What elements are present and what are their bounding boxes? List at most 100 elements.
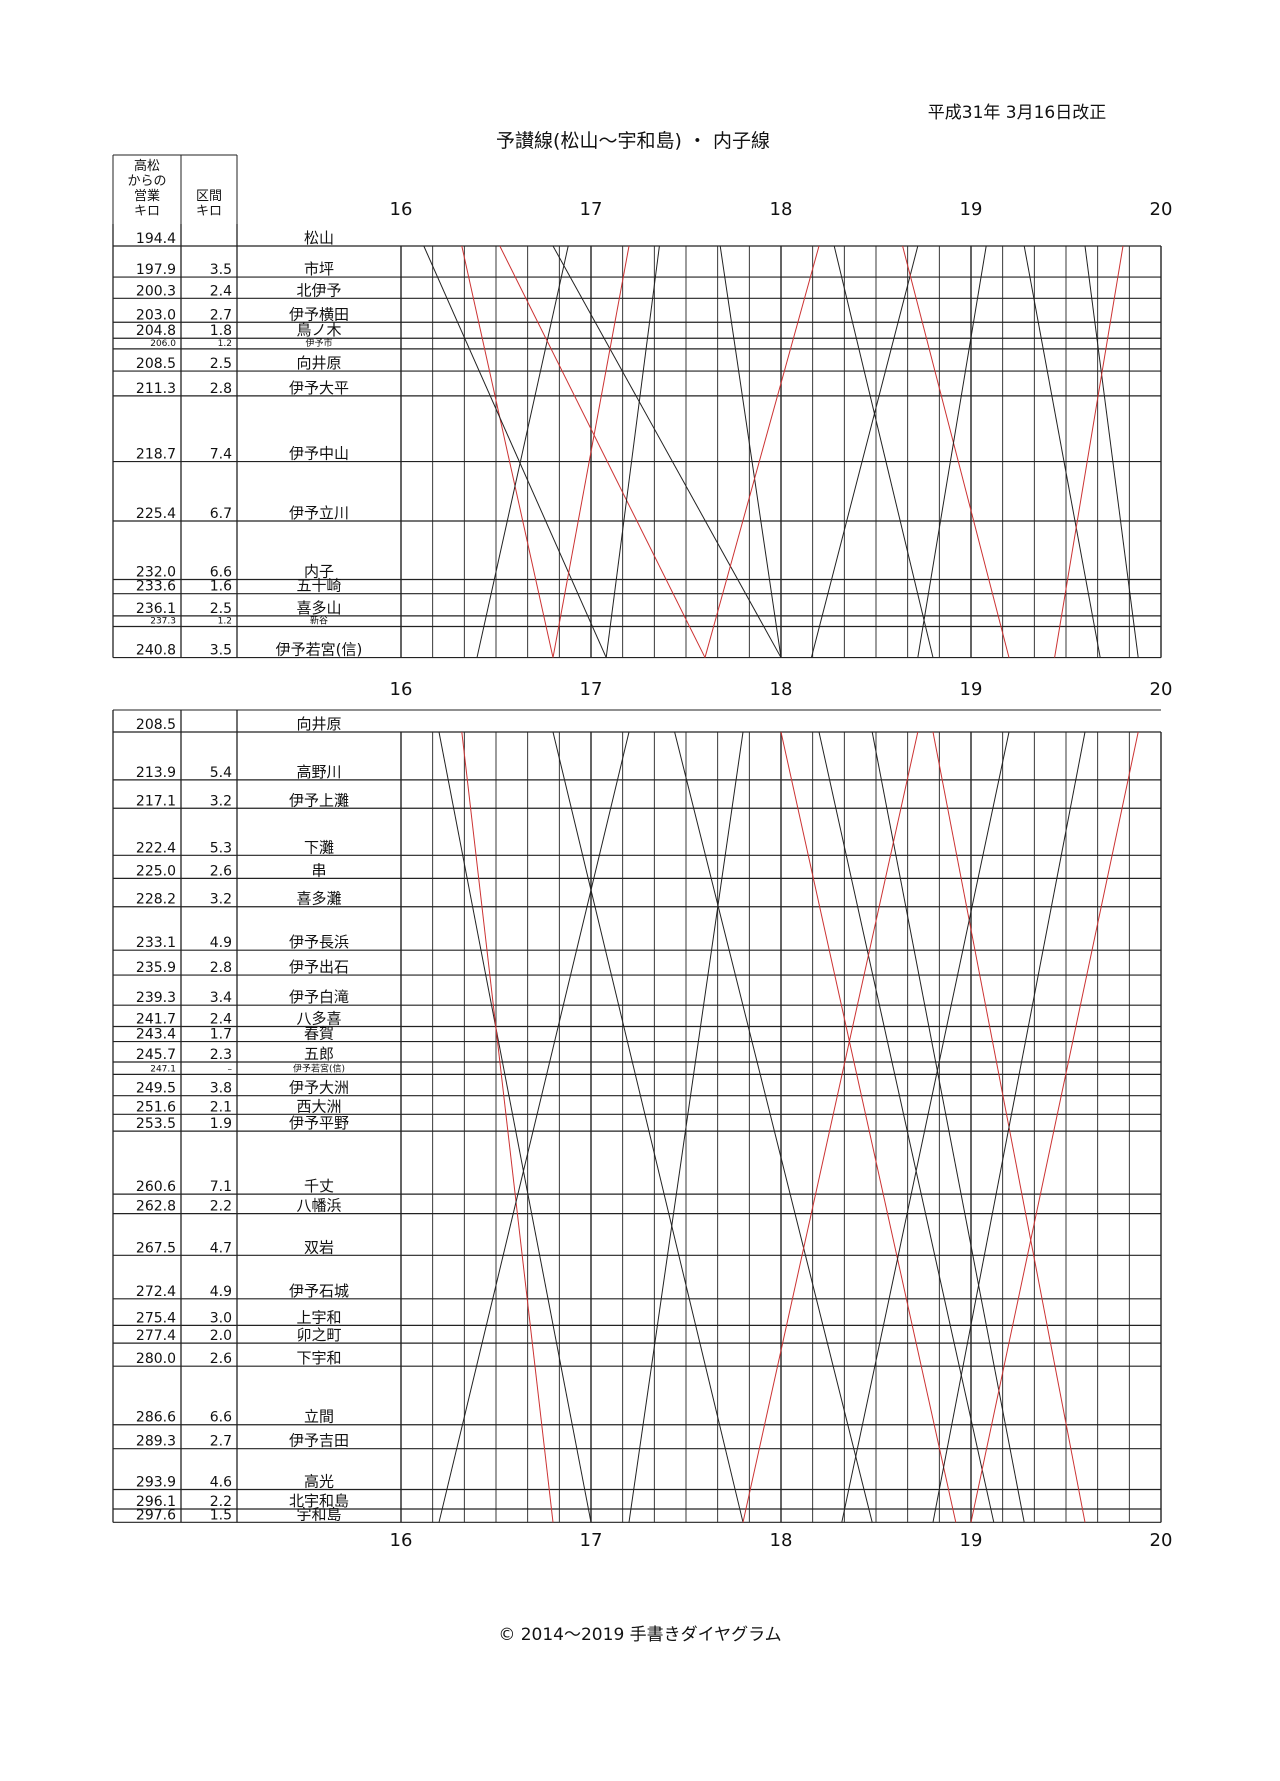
column-header: からの <box>127 174 166 189</box>
station-km: 194.4 <box>136 231 176 247</box>
hour-label: 18 <box>770 1530 793 1551</box>
station-name: 伊予長浜 <box>289 933 349 951</box>
train-line <box>552 245 630 658</box>
station-name: 内子 <box>304 563 334 581</box>
station-km: 275.4 <box>136 1310 176 1326</box>
train-line <box>780 731 957 1523</box>
station-km: 262.8 <box>136 1199 176 1215</box>
station-name: 伊予出石 <box>289 958 349 976</box>
section-km: 7.1 <box>210 1179 232 1195</box>
train-line <box>719 245 782 658</box>
station-name: 春賀 <box>304 1025 334 1043</box>
station-km: 289.3 <box>136 1434 176 1450</box>
station-km: 233.1 <box>136 935 176 951</box>
section-km: 3.2 <box>210 892 232 908</box>
title: 予讃線(松山～宇和島) ・ 内子線 <box>496 130 770 152</box>
section-km: 1.8 <box>210 323 232 339</box>
section-km: 2.4 <box>210 283 232 299</box>
station-name: 伊予立川 <box>289 504 349 522</box>
station-km: 228.2 <box>136 892 176 908</box>
station-name: 千丈 <box>304 1177 334 1195</box>
station-name: 鳥ノ木 <box>296 321 341 339</box>
section-km: 6.6 <box>210 1410 232 1426</box>
station-km: 253.5 <box>136 1116 176 1132</box>
train-line <box>461 245 554 658</box>
station-km: 218.7 <box>136 447 176 463</box>
hour-label: 17 <box>580 1530 603 1551</box>
station-name: 伊予上灘 <box>289 791 349 809</box>
train-line <box>970 731 1139 1523</box>
train-line <box>833 245 934 658</box>
station-name: 伊予白滝 <box>289 988 349 1006</box>
hour-label: 20 <box>1150 199 1173 220</box>
section-km: 5.3 <box>210 840 232 856</box>
section-km: 2.2 <box>210 1199 232 1215</box>
section-km: 2.7 <box>210 1434 232 1450</box>
section-km: 2.7 <box>210 307 232 323</box>
train-line <box>674 731 873 1523</box>
station-km: 247.1 <box>150 1064 176 1074</box>
station-name: 卯之町 <box>296 1326 341 1344</box>
station-name: 北宇和島 <box>289 1492 349 1510</box>
train-line <box>902 245 1010 658</box>
section-km: 4.9 <box>210 1284 232 1300</box>
station-name: 伊予大洲 <box>289 1079 349 1097</box>
station-name: 串 <box>311 861 326 879</box>
hour-label: 19 <box>960 199 983 220</box>
station-km: 208.5 <box>136 717 176 733</box>
section-km: 2.5 <box>210 356 232 372</box>
station-km: 260.6 <box>136 1179 176 1195</box>
station-name: 伊予若宮(信) <box>276 641 363 659</box>
section-km: 2.6 <box>210 863 232 879</box>
train-line <box>704 245 820 658</box>
station-name: 市坪 <box>304 260 334 278</box>
section-km: 4.9 <box>210 935 232 951</box>
section-km: 6.6 <box>210 565 232 581</box>
station-km: 297.6 <box>136 1507 176 1523</box>
section-km: 1.9 <box>210 1116 232 1132</box>
section-km: 1.2 <box>218 339 232 349</box>
station-km: 277.4 <box>136 1328 176 1344</box>
train-line <box>499 245 706 658</box>
train-line <box>742 731 919 1523</box>
section-km: 2.0 <box>210 1328 232 1344</box>
train-line <box>605 245 660 658</box>
train-line <box>628 731 744 1523</box>
train-line <box>917 245 987 658</box>
section-km: 7.4 <box>210 447 232 463</box>
train-line <box>438 731 630 1523</box>
station-name: 喜多山 <box>296 599 341 617</box>
station-km: 249.5 <box>136 1081 176 1097</box>
station-name: 伊予横田 <box>289 305 349 323</box>
column-header: 営業 <box>134 188 160 204</box>
section-km: 2.8 <box>210 960 232 976</box>
train-line <box>476 245 569 658</box>
station-name: 伊予大平 <box>289 379 349 397</box>
section-km: 3.5 <box>210 643 232 659</box>
station-name: 向井原 <box>296 715 341 733</box>
station-name: 伊予平野 <box>289 1114 349 1132</box>
station-name: 伊予中山 <box>289 445 349 463</box>
train-line <box>871 731 1025 1523</box>
section-km: 6.7 <box>210 506 232 522</box>
section-km: 1.5 <box>210 1507 232 1523</box>
station-km: 241.7 <box>136 1011 176 1027</box>
hour-label: 16 <box>390 199 413 220</box>
station-km: 296.1 <box>136 1494 176 1510</box>
hour-label: 18 <box>770 199 793 220</box>
section-km: 4.6 <box>210 1474 232 1490</box>
section-km: 2.1 <box>210 1099 232 1115</box>
station-km: 232.0 <box>136 565 176 581</box>
station-km: 225.4 <box>136 506 176 522</box>
section-km: 1.2 <box>218 617 232 627</box>
hour-label: 19 <box>960 679 983 700</box>
hour-label: 16 <box>390 679 413 700</box>
hour-label: 17 <box>580 199 603 220</box>
station-km: 197.9 <box>136 262 176 278</box>
train-line <box>841 731 1010 1523</box>
section-km: 1.6 <box>210 579 232 595</box>
train-line <box>461 731 554 1523</box>
station-name: 伊予市 <box>305 337 332 349</box>
station-name: 五十崎 <box>296 577 341 595</box>
